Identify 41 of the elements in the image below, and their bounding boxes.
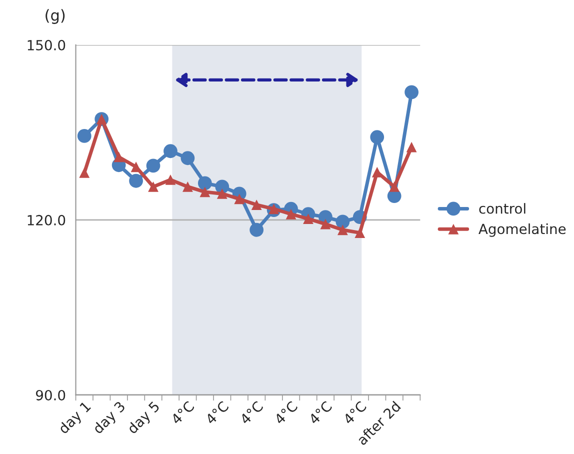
point — [165, 174, 176, 185]
point — [198, 176, 212, 190]
point — [250, 222, 264, 237]
point — [200, 186, 210, 198]
point — [216, 188, 228, 199]
point — [114, 152, 124, 162]
point — [146, 158, 160, 173]
point — [148, 182, 158, 192]
point — [268, 204, 280, 214]
point — [406, 142, 417, 152]
point — [251, 200, 262, 210]
point — [337, 224, 348, 236]
x-tick-label: 4°C — [170, 400, 195, 425]
y-tick-label: 120.0 — [28, 214, 66, 226]
point — [79, 168, 90, 178]
point — [336, 214, 350, 229]
x-tick-label: day 5 — [126, 400, 162, 436]
point — [77, 129, 92, 143]
point — [372, 166, 382, 178]
point — [354, 228, 366, 238]
point — [286, 208, 296, 220]
x-tick-label: 4°C — [204, 400, 230, 425]
point — [180, 151, 195, 166]
y-tick-label: 90.0 — [36, 390, 66, 400]
legend-label: Agomelatine — [478, 223, 566, 237]
x-tick-label: 4°C — [239, 400, 264, 425]
y-tick-label: 150.0 — [28, 40, 66, 50]
point — [389, 182, 400, 192]
point — [234, 194, 245, 204]
x-tick-label: day 3 — [92, 400, 128, 436]
point — [404, 85, 419, 100]
point — [164, 144, 178, 158]
point — [370, 130, 384, 144]
point — [129, 174, 143, 188]
point — [320, 218, 331, 230]
x-tick-label: 4°C — [308, 400, 333, 425]
x-tick-label: 4°C — [274, 400, 298, 425]
point — [182, 182, 193, 192]
y-axis-title: (g) — [46, 9, 65, 24]
legend-label: control — [479, 203, 526, 214]
x-tick-label: day 1 — [57, 400, 93, 436]
